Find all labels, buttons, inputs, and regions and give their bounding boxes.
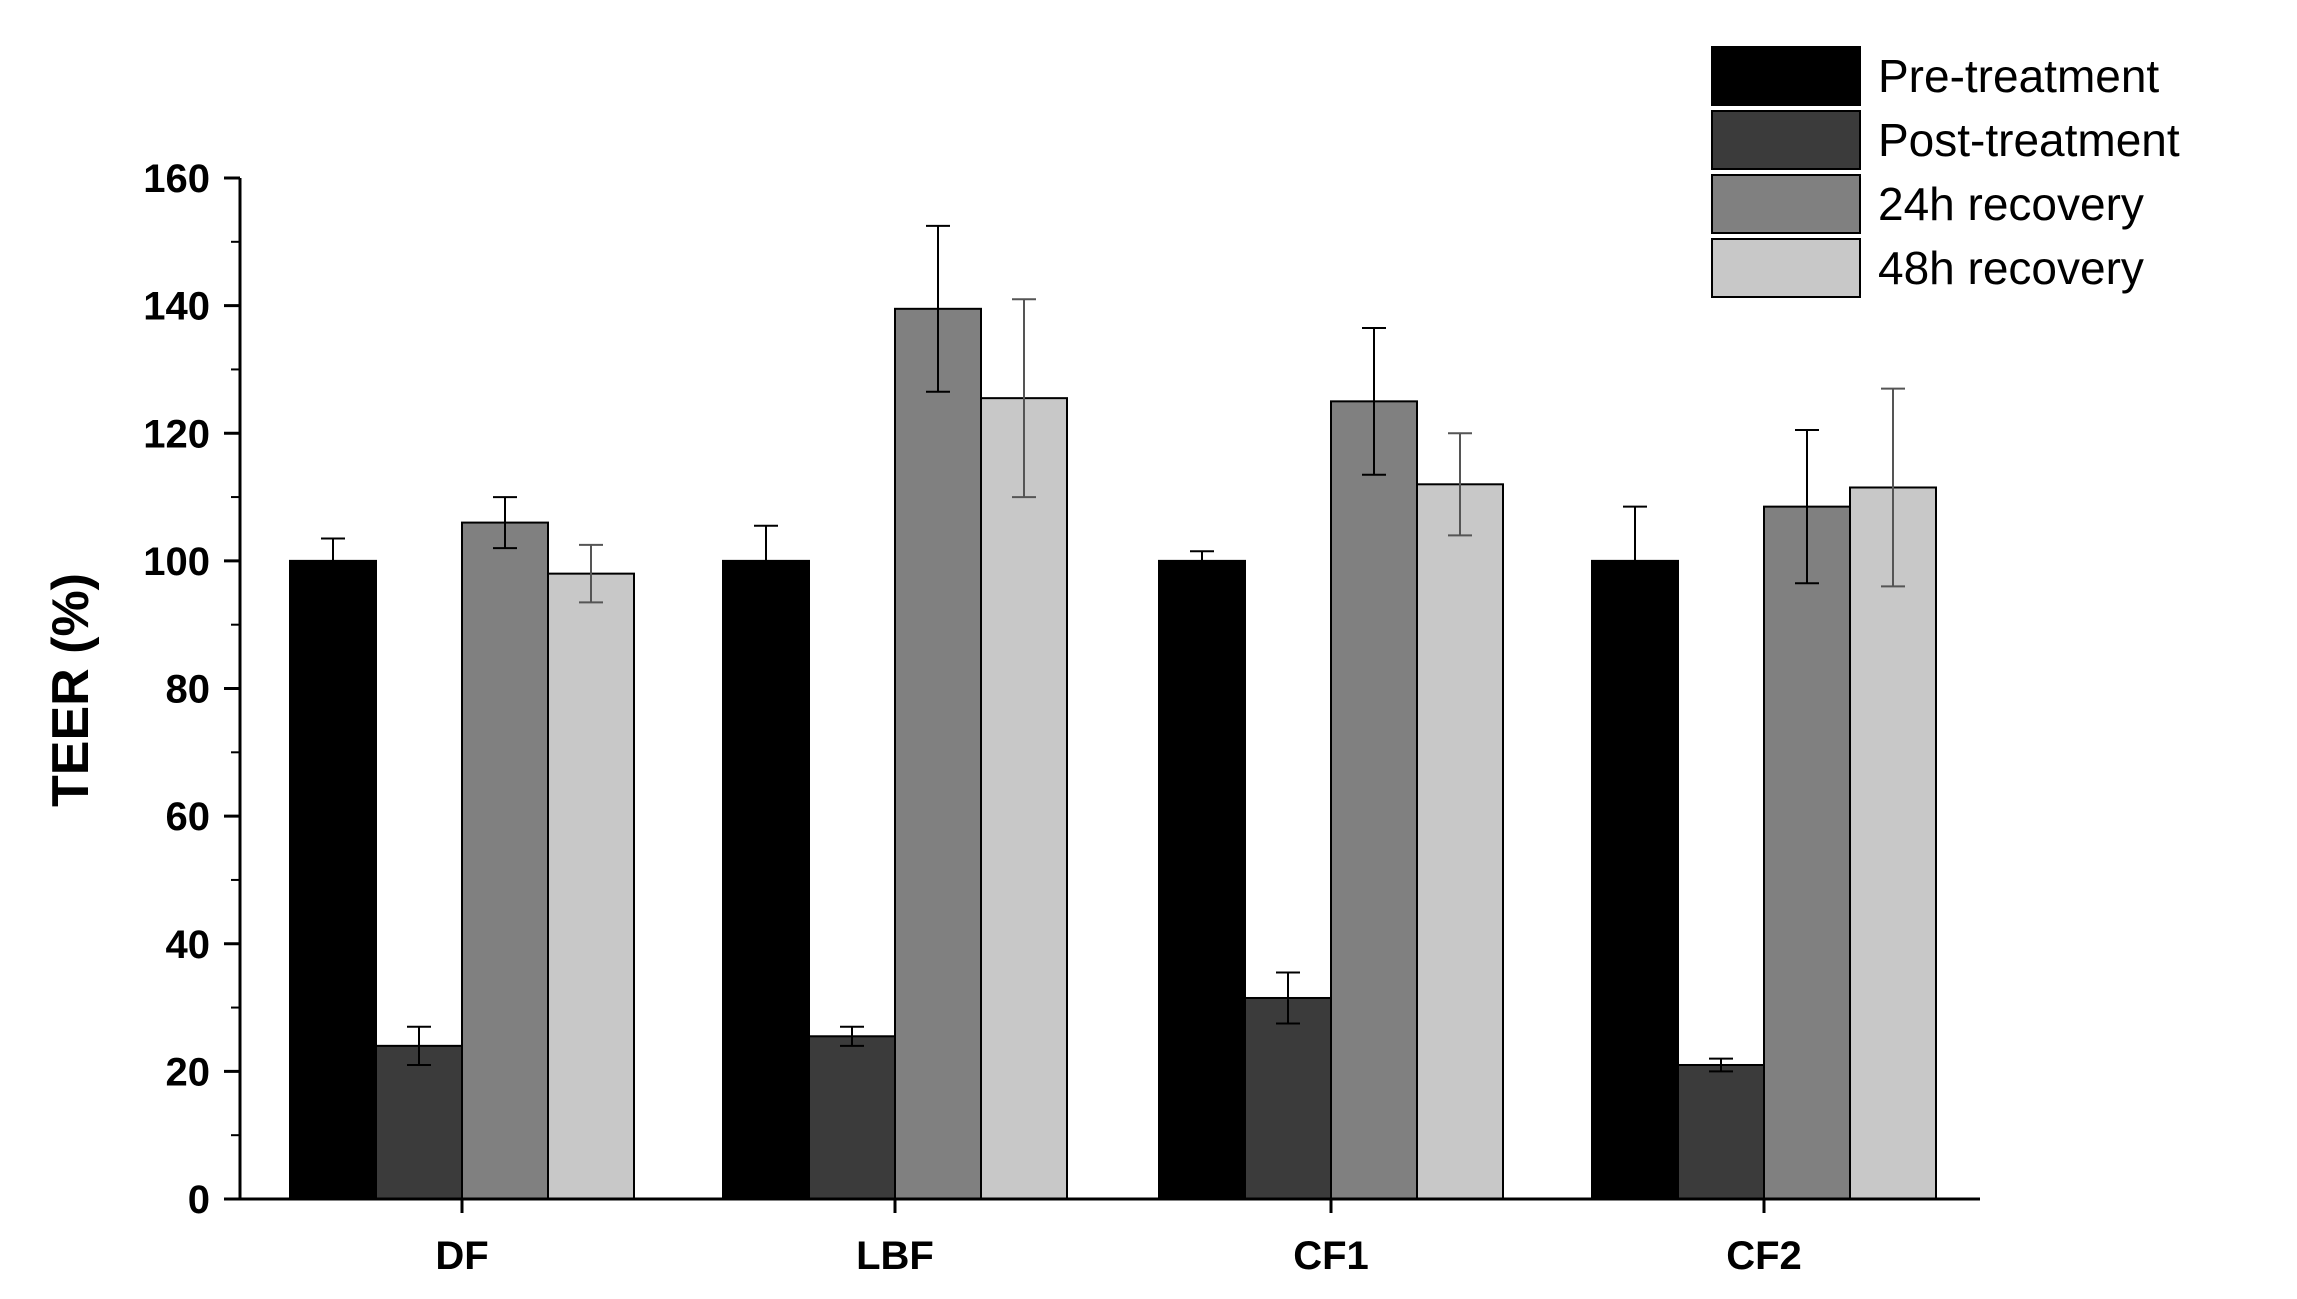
error-bar-cf1-48h-recovery xyxy=(1448,432,1472,537)
bar-cf1-48h-recovery xyxy=(1416,483,1504,1200)
bar-cf1-24h-recovery xyxy=(1330,400,1418,1200)
error-bar-lbf-pre-treatment xyxy=(754,524,778,597)
legend-swatch-24h-recovery xyxy=(1711,174,1861,234)
error-bar-cf1-pre-treatment xyxy=(1190,550,1214,572)
legend-item-24h-recovery: 24h recovery xyxy=(1711,174,2144,234)
y-tick-label-40: 40 xyxy=(166,923,211,967)
x-tick-label-cf2: CF2 xyxy=(1726,1234,1802,1278)
error-bar-lbf-24h-recovery xyxy=(926,224,950,393)
bar-cf2-48h-recovery xyxy=(1849,486,1937,1201)
legend-item-pre-treatment: Pre-treatment xyxy=(1711,46,2159,106)
y-tick-label-160: 160 xyxy=(143,157,210,201)
y-tick-label-20: 20 xyxy=(166,1050,211,1094)
bar-cf2-24h-recovery xyxy=(1763,505,1851,1200)
bar-cf1-pre-treatment xyxy=(1158,559,1246,1200)
x-tick-label-df: DF xyxy=(435,1234,488,1278)
bar-lbf-24h-recovery xyxy=(894,307,982,1200)
legend-swatch-48h-recovery xyxy=(1711,238,1861,298)
y-tick-label-100: 100 xyxy=(143,540,210,584)
legend-label-pre-treatment: Pre-treatment xyxy=(1878,50,2159,102)
error-bar-lbf-48h-recovery xyxy=(1012,298,1036,499)
y-tick-label-0: 0 xyxy=(188,1178,210,1222)
error-bar-cf2-post-treatment xyxy=(1709,1057,1733,1073)
bar-lbf-post-treatment xyxy=(808,1035,896,1200)
legend-label-post-treatment: Post-treatment xyxy=(1878,114,2180,166)
error-bar-cf1-24h-recovery xyxy=(1362,326,1386,476)
y-tick-label-60: 60 xyxy=(166,795,211,839)
bar-df-post-treatment xyxy=(375,1044,463,1200)
error-bar-df-24h-recovery xyxy=(493,496,517,550)
bar-df-24h-recovery xyxy=(461,521,549,1200)
error-bar-df-pre-treatment xyxy=(321,537,345,585)
ticks-layer: DF LBF CF1 CF2 0 20 40 60 80 100 120 140 160 xyxy=(143,157,1802,1278)
bar-lbf-48h-recovery xyxy=(980,397,1068,1200)
bar-cf2-post-treatment xyxy=(1677,1063,1765,1201)
error-bar-df-48h-recovery xyxy=(579,543,603,604)
legend-label-24h-recovery: 24h recovery xyxy=(1878,178,2144,230)
legend-item-48h-recovery: 48h recovery xyxy=(1711,238,2144,298)
y-tick-label-80: 80 xyxy=(166,668,211,712)
bar-cf2-pre-treatment xyxy=(1591,559,1679,1200)
error-bar-df-post-treatment xyxy=(407,1025,431,1066)
error-bar-cf2-24h-recovery xyxy=(1795,429,1819,585)
legend-item-post-treatment: Post-treatment xyxy=(1711,110,2180,170)
error-bar-lbf-post-treatment xyxy=(840,1025,864,1047)
legend-swatch-pre-treatment xyxy=(1711,46,1861,106)
bar-df-pre-treatment xyxy=(289,559,377,1200)
y-tick-label-120: 120 xyxy=(143,412,210,456)
x-tick-label-lbf: LBF xyxy=(856,1234,934,1278)
error-bar-cf2-pre-treatment xyxy=(1623,505,1647,617)
y-axis-title: TEER (%) xyxy=(42,573,100,807)
legend-swatch-post-treatment xyxy=(1711,110,1861,170)
error-bar-cf2-48h-recovery xyxy=(1881,387,1905,588)
bar-cf1-post-treatment xyxy=(1244,996,1332,1200)
legend-label-48h-recovery: 48h recovery xyxy=(1878,242,2144,294)
legend: Pre-treatment Post-treatment 24h recovery 4… xyxy=(1711,46,2180,298)
error-bar-cf1-post-treatment xyxy=(1276,971,1300,1025)
bars-layer xyxy=(289,224,1937,1201)
y-tick-label-140: 140 xyxy=(143,285,210,329)
bar-lbf-pre-treatment xyxy=(722,559,810,1200)
x-tick-label-cf1: CF1 xyxy=(1293,1234,1369,1278)
bar-df-48h-recovery xyxy=(547,572,635,1200)
